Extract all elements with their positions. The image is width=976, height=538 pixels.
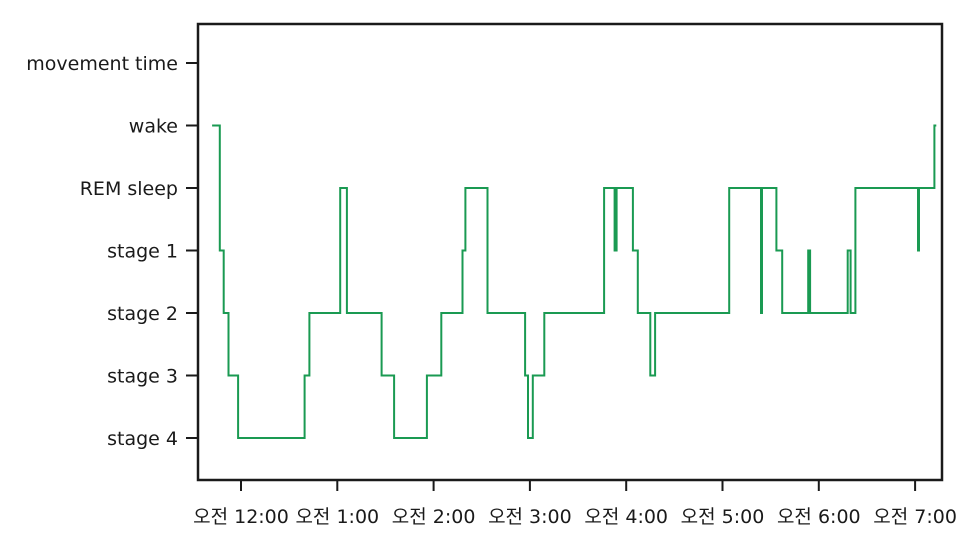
- y-tick-label: stage 1: [107, 241, 178, 263]
- y-tick-label: REM sleep: [80, 178, 178, 200]
- x-tick-label: 오전 1:00: [295, 506, 379, 528]
- x-tick-label: 오전 4:00: [584, 506, 668, 528]
- x-axis: 오전 12:00 오전 1:00 오전 2:00 오전 3:00 오전 4:00 오전 5…: [193, 480, 957, 528]
- x-tick-label: 오전 6:00: [777, 506, 861, 528]
- y-tick-label: movement time: [26, 53, 178, 75]
- y-tick-label: wake: [129, 116, 178, 138]
- x-tick-label: 오전 12:00: [193, 506, 289, 528]
- plot-area-frame: [196, 22, 944, 482]
- y-tick-label: stage 2: [107, 303, 178, 325]
- x-tick-label: 오전 7:00: [873, 506, 957, 528]
- y-tick-label: stage 3: [107, 366, 178, 388]
- y-axis: stage 4 stage 3 stage 2 stage 1 REM sleep wak…: [26, 53, 198, 450]
- x-tick-label: 오전 2:00: [392, 506, 476, 528]
- y-tick-label: stage 4: [107, 428, 178, 450]
- x-tick-label: 오전 3:00: [488, 506, 572, 528]
- x-tick-label: 오전 5:00: [681, 506, 765, 528]
- hypnogram-series-line: [212, 124, 937, 439]
